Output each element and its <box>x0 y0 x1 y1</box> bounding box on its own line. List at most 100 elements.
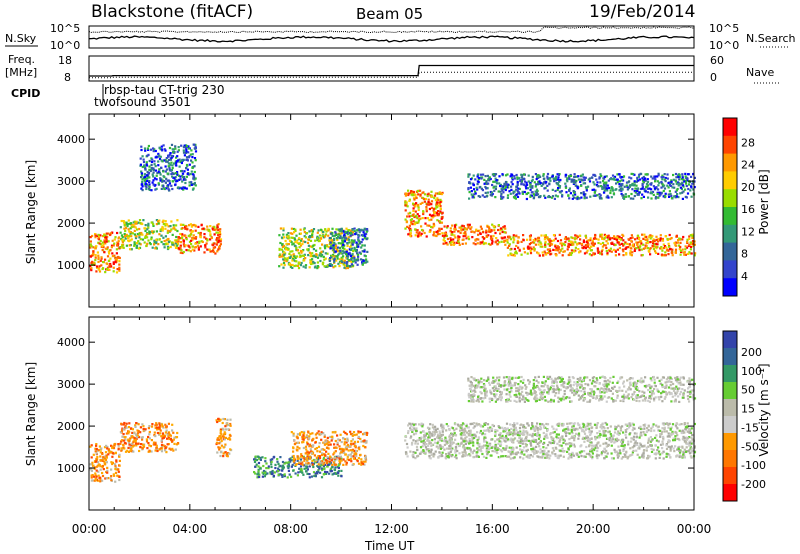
echo-cell <box>128 439 131 443</box>
echo-cell <box>328 472 331 475</box>
echo-cell <box>605 240 608 243</box>
echo-cell <box>286 465 289 468</box>
echo-cell <box>222 417 225 421</box>
echo-cell <box>176 150 179 153</box>
echo-cell <box>346 446 349 449</box>
echo-cell <box>414 228 417 231</box>
echo-cell <box>686 179 689 182</box>
echo-cell <box>658 450 661 453</box>
echo-cell <box>574 237 577 240</box>
echo-cell <box>335 259 338 262</box>
echo-cell <box>104 242 107 245</box>
echo-cell <box>305 467 308 470</box>
echo-cell <box>413 198 416 201</box>
echo-cell <box>634 238 637 241</box>
echo-cell <box>567 237 570 240</box>
echo-cell <box>273 471 276 474</box>
echo-cell <box>474 178 477 181</box>
echo-cell <box>129 450 132 453</box>
echo-cell <box>674 180 678 183</box>
echo-cell <box>135 222 138 225</box>
echo-cell <box>215 419 218 422</box>
echo-cell <box>330 243 333 246</box>
echo-cell <box>580 455 583 458</box>
echo-cell <box>312 471 316 474</box>
echo-cell <box>197 225 200 228</box>
echo-cell <box>494 240 498 243</box>
echo-cell <box>162 236 165 239</box>
echo-cell <box>360 258 363 261</box>
echo-cell <box>331 466 334 469</box>
echo-cell <box>445 241 448 244</box>
echo-cell <box>504 455 507 458</box>
echo-cell <box>611 178 614 181</box>
echo-cell <box>282 229 285 232</box>
echo-cell <box>594 189 597 192</box>
echo-cell <box>571 236 574 240</box>
echo-cell <box>193 178 196 181</box>
echo-cell <box>350 460 353 463</box>
echo-cell <box>631 243 635 246</box>
echo-cell <box>264 460 267 463</box>
echo-cell <box>106 248 109 251</box>
echo-cell <box>351 247 354 250</box>
echo-cell <box>572 180 575 183</box>
echo-cell <box>629 237 632 240</box>
echo-cell <box>317 445 321 448</box>
echo-cell <box>310 462 314 465</box>
echo-cell <box>433 231 436 234</box>
echo-cell <box>171 241 174 244</box>
echo-cell <box>590 176 593 179</box>
echo-cell <box>587 436 590 439</box>
echo-cell <box>405 442 409 446</box>
echo-cell <box>166 245 170 248</box>
echo-cell <box>129 437 132 440</box>
echo-cell <box>105 240 108 243</box>
echo-cell <box>601 237 604 240</box>
echo-cell <box>294 256 297 259</box>
echo-cell <box>663 178 666 181</box>
echo-cell <box>166 242 169 245</box>
echo-cell <box>561 447 564 450</box>
echo-cell <box>217 417 220 420</box>
echo-cell <box>97 237 100 240</box>
echo-cell <box>319 465 322 468</box>
echo-cell <box>657 446 660 449</box>
echo-cell <box>293 231 296 234</box>
echo-cell <box>287 461 290 464</box>
echo-cell <box>126 449 129 452</box>
echo-cell <box>515 446 518 449</box>
echo-cell <box>489 177 492 181</box>
echo-cell <box>471 439 474 442</box>
echo-cell <box>412 207 415 210</box>
echo-cell <box>306 456 309 459</box>
echo-cell <box>583 440 586 443</box>
echo-cell <box>358 231 361 234</box>
echo-cell <box>513 175 516 178</box>
echo-cell <box>470 193 473 196</box>
echo-cell <box>517 241 520 244</box>
echo-cell <box>686 177 689 180</box>
echo-cell <box>343 230 346 233</box>
echo-cell <box>491 237 494 240</box>
echo-cell <box>349 245 352 249</box>
echo-cell <box>169 448 172 451</box>
echo-cell <box>636 234 640 237</box>
echo-cell <box>565 191 568 194</box>
echo-cell <box>90 267 93 270</box>
echo-cell <box>642 195 645 198</box>
echo-cell <box>106 466 109 469</box>
echo-cell <box>614 254 617 257</box>
echo-cell <box>135 437 138 440</box>
echo-cell <box>148 159 151 163</box>
echo-cell <box>176 219 179 222</box>
echo-cell <box>477 173 480 176</box>
echo-cell <box>691 239 695 243</box>
echo-cell <box>595 423 599 427</box>
echo-cell <box>650 197 653 200</box>
echo-cell <box>428 213 432 216</box>
echo-cell <box>171 447 174 450</box>
echo-cell <box>127 446 130 449</box>
echo-cell <box>159 148 162 151</box>
echo-cell <box>114 258 117 261</box>
